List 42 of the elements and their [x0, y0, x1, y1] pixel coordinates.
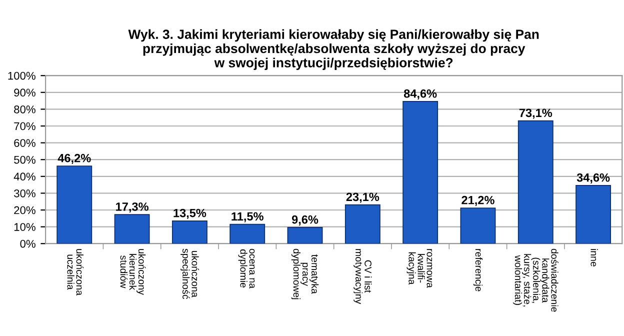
bar [287, 227, 323, 244]
y-tick-label: 20% [14, 206, 36, 214]
bar [402, 101, 438, 244]
y-tick-label: 60% [14, 139, 36, 147]
bar [230, 224, 266, 244]
y-tick-label: 80% [14, 105, 36, 114]
data-label: 17,3% [116, 202, 148, 213]
y-tick-label: 40% [14, 172, 36, 181]
chart-title: Wyk. 3. Jakimi kryteriami kierowałaby się Pani/kierowałby się Pan przyjmując absolwentkę/absolwenta szkoły wyższej do pracy w swojej instytucji/przedsiębiorstwie? [128, 29, 539, 70]
x-tick-label: ocena na dyplomie [238, 248, 255, 288]
x-tick-label: rozmowa kwalifi- kacyjna [406, 249, 432, 288]
bar [56, 166, 92, 244]
data-label: 34,6% [576, 173, 610, 184]
bar [344, 204, 380, 244]
y-tick-label: 30% [14, 189, 36, 198]
data-label: 46,2% [58, 154, 91, 164]
y-tick-label: 90% [14, 88, 36, 97]
x-tick-label: doświadczenie kandydata (szkolenia, kursy, staże, wolontariat) [512, 248, 558, 312]
bar [518, 120, 554, 244]
y-tick-label: 0% [20, 240, 36, 248]
x-tick-label: referencje [473, 249, 483, 292]
data-label: 9,6% [292, 215, 318, 226]
x-tick-label: ukończony kierunek studiów [120, 249, 146, 295]
y-tick-label: 50% [14, 156, 36, 164]
y-tick-label: 100% [8, 72, 36, 80]
data-label: 13,5% [174, 208, 206, 219]
x-tick-label: CV i list motywacyjny [354, 249, 372, 304]
x-tick-label: inne [590, 249, 598, 266]
bar [114, 214, 150, 244]
data-label: 84,6% [404, 89, 437, 100]
bar [576, 185, 612, 244]
data-label: 21,2% [462, 196, 494, 206]
bar [460, 208, 496, 244]
data-label: 11,5% [232, 212, 264, 222]
data-label: 23,1% [346, 192, 380, 203]
bar [172, 220, 208, 244]
x-tick-label: ukończona specjalność [180, 248, 199, 300]
data-label: 73,1% [519, 108, 552, 119]
x-tick-label: tematyka pracy dyplomowej [291, 248, 319, 300]
x-tick-label: ukończona uczelnia [67, 249, 84, 296]
y-tick-label: 10% [14, 223, 36, 231]
y-tick-label: 70% [14, 122, 36, 130]
